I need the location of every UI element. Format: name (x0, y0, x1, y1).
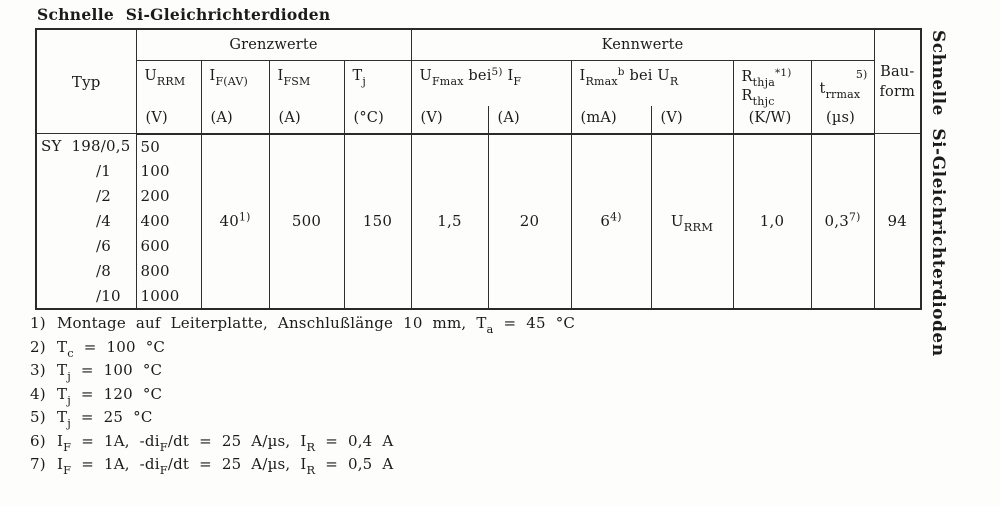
vertical-margin-title: Schnelle Si-Gleichrichterdioden (928, 30, 948, 357)
group-header-kennwerte: Kennwerte (410, 28, 875, 61)
urrm-cell: 200 (135, 183, 202, 209)
value-ur: URRM (650, 133, 734, 309)
unit-irmax: (mA) (570, 105, 652, 135)
unit-trrmax: (µs) (810, 105, 875, 135)
rthja-label: Rthja*1) (741, 66, 792, 89)
col-header-ifav: IF(AV) (200, 59, 270, 106)
col-header-rthja-rthjc: Rthja*1) Rthjc (732, 59, 812, 108)
value-tj: 150 (343, 133, 412, 309)
col-header-urrm: URRM (135, 59, 202, 106)
table-row: /6 600 (35, 233, 921, 259)
typ-cell: /1 (35, 158, 137, 184)
rthjc-label: Rthjc (741, 87, 775, 108)
table-row: /4 400 (35, 208, 921, 234)
footnote-2: 2) Tc = 100 °C (30, 336, 575, 360)
col-header-ifsm: IFSM (268, 59, 345, 106)
footnote-6: 6) IF = 1A, -diF/dt = 25 A/µs, IR = 0,4 … (30, 430, 575, 454)
table-row: SY 198/0,5 50 401) 500 150 1,5 20 64) UR… (35, 133, 922, 309)
urrm-cell: 1000 (135, 283, 202, 309)
footnote-marker: 1) (30, 314, 46, 332)
urrm-cell: 800 (135, 258, 202, 284)
trrmax-label: trrmax (819, 80, 861, 101)
value-irmax: 64) (570, 133, 652, 309)
typ-cell: /8 (35, 258, 137, 284)
col-header-ufmax-bei-if: UFmax bei5) IF (410, 59, 572, 106)
footnote-1: 1) Montage auf Leiterplatte, Anschlußlän… (30, 312, 575, 336)
unit-if: (A) (487, 105, 572, 135)
unit-ufmax: (V) (410, 105, 489, 135)
value-ifav: 401) (200, 133, 270, 309)
value-rth: 1,0 (732, 133, 812, 309)
trrmax-footnote-ref: 5) (855, 67, 868, 81)
footnote-marker: 5) (30, 408, 46, 426)
footnote-text: Tj = 100 °C (57, 361, 163, 384)
header-row-groups: Typ Grenzwerte Kennwerte Bau- form (35, 28, 922, 134)
footnote-7: 7) IF = 1A, -diF/dt = 25 A/µs, IR = 0,5 … (30, 453, 575, 477)
typ-cell: /10 (35, 283, 137, 309)
table-row: /8 800 (35, 258, 921, 284)
urrm-cell: 600 (135, 233, 202, 259)
col-header-tj: Tj (343, 59, 412, 106)
bauform-label-line1: Bau- (880, 63, 915, 80)
footnote-marker: 3) (30, 361, 46, 379)
group-header-grenzwerte: Grenzwerte (135, 28, 412, 61)
footnote-marker: 4) (30, 384, 46, 403)
footnote-marker: 2) (30, 337, 46, 356)
typ-cell: SY 198/0,5 (35, 133, 137, 159)
table-row: /1 100 (35, 158, 921, 184)
footnote-4: 4) Tj = 120 °C (30, 383, 575, 407)
unit-rth: (K/W) (732, 105, 812, 135)
unit-ifsm: (A) (268, 105, 345, 135)
diode-spec-table: Typ Grenzwerte Kennwerte Bau- form URRM … (35, 28, 923, 310)
footnote-text: IF = 1A, -diF/dt = 25 A/µs, IR = 0,5 A (57, 455, 394, 478)
col-header-trrmax: 5) trrmax (810, 59, 875, 106)
typ-cell: /2 (35, 183, 137, 209)
typ-cell: /4 (35, 208, 137, 234)
footnote-text: IF = 1A, -diF/dt = 25 A/µs, IR = 0,4 A (57, 431, 394, 454)
footnotes-block: 1) Montage auf Leiterplatte, Anschlußlän… (30, 312, 575, 477)
footnote-text: Tj = 25 °C (57, 408, 153, 431)
value-trrmax: 0,37) (810, 133, 875, 309)
footnote-text: Tc = 100 °C (57, 337, 166, 360)
table-row: /2 200 (35, 183, 921, 209)
value-bauform: 94 (873, 133, 922, 309)
bauform-label-line2: form (879, 83, 916, 100)
value-if: 20 (487, 133, 572, 309)
header-row-units: (V) (A) (A) (°C) (V) (A) (mA) (V) (K/W) … (36, 105, 921, 135)
unit-ifav: (A) (200, 105, 270, 135)
col-header-typ: Typ (35, 28, 137, 134)
unit-tj: (°C) (343, 105, 412, 135)
footnote-3: 3) Tj = 100 °C (30, 359, 575, 383)
col-header-irmax-bei-ur: IRmaxb bei UR (570, 59, 734, 106)
unit-urrm: (V) (135, 105, 202, 135)
footnote-text: Tj = 120 °C (57, 384, 163, 407)
value-ifsm: 500 (268, 133, 345, 309)
footnote-text: Montage auf Leiterplatte, Anschlußlänge … (57, 314, 576, 337)
urrm-cell: 400 (135, 208, 202, 234)
page-title: Schnelle Si-Gleichrichterdioden (37, 5, 331, 24)
header-row-symbols: URRM IF(AV) IFSM Tj UFmax bei5) IF IRmax… (36, 59, 921, 108)
urrm-cell: 100 (135, 158, 202, 184)
value-ufmax: 1,5 (410, 133, 489, 309)
footnote-marker: 7) (30, 455, 46, 473)
urrm-cell: 50 (135, 133, 202, 159)
unit-ur: (V) (650, 105, 734, 135)
footnote-5: 5) Tj = 25 °C (30, 406, 575, 430)
typ-cell: /6 (35, 233, 137, 259)
table-row: /10 1000 (35, 283, 921, 309)
footnote-marker: 6) (30, 431, 46, 450)
col-header-bauform: Bau- form (873, 28, 922, 134)
